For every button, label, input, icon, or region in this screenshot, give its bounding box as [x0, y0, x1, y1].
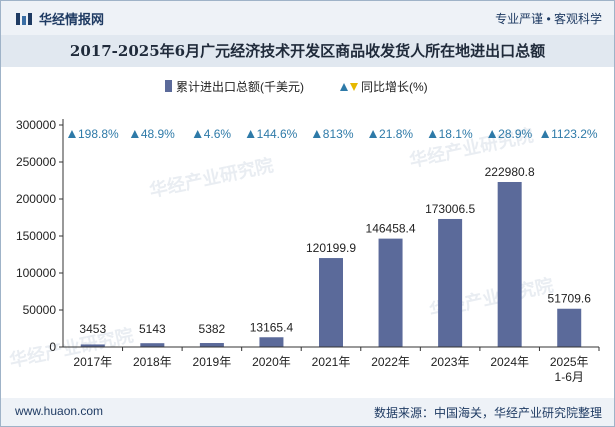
- x-tick-label: 2024年: [490, 355, 529, 369]
- bar-series: [80, 181, 582, 347]
- bar-value-label: 51709.6: [548, 292, 592, 306]
- bar: [557, 308, 582, 347]
- y-tick-label: 100000: [16, 266, 56, 280]
- slogan: 专业严谨 • 客观科学: [495, 12, 602, 26]
- growth-value-label: 18.1%: [439, 127, 473, 141]
- legend-bar-swatch: [165, 80, 172, 92]
- bar: [378, 238, 403, 347]
- bar-value-labels: 3453 5143 5382 13165.4 120199.9 146458.4 17300…: [79, 165, 591, 336]
- bar: [80, 344, 105, 347]
- bar-value-label: 5382: [199, 322, 226, 336]
- y-tick-label: 200000: [16, 192, 56, 206]
- x-tick-label: 2019年: [193, 355, 232, 369]
- bar: [438, 218, 463, 347]
- y-tick-label: 300000: [16, 118, 56, 132]
- bar: [140, 343, 165, 347]
- footer-source: 数据来源：中国海关，华经产业研究院整理: [373, 406, 602, 420]
- bar: [259, 337, 284, 347]
- bar: [497, 181, 522, 347]
- growth-value-label: 1123.2%: [551, 127, 598, 141]
- chart-title: 2017-2025年6月广元经济技术开发区商品收发货人所在地进出口总额: [1, 35, 614, 67]
- y-tick-label: 50000: [23, 303, 57, 317]
- x-tick-label: 2021年: [312, 355, 351, 369]
- y-tick-label: 0: [49, 340, 56, 354]
- bar-value-label: 222980.8: [485, 165, 535, 179]
- legend-bar-label: 累计进出口总额(千美元): [176, 80, 304, 94]
- x-tick-label: 2017年: [73, 355, 112, 369]
- bar: [319, 258, 343, 347]
- growth-series: 198.8% 48.9% 4.6% 144.6% 813% 21.8% 18.1% 28.9%…: [67, 127, 598, 141]
- growth-value-label: 144.6%: [257, 127, 298, 141]
- bar-value-label: 5143: [139, 322, 166, 336]
- header-bar: 华经情报网 专业严谨 • 客观科学: [1, 1, 614, 35]
- growth-value-label: 198.8%: [78, 127, 119, 141]
- bar-value-label: 13165.4: [250, 320, 294, 334]
- growth-value-label: 48.9%: [141, 127, 175, 141]
- legend: 累计进出口总额(千美元) 同比增长(%): [165, 80, 428, 94]
- growth-up-marker: [130, 130, 139, 138]
- brand-name: 华经情报网: [39, 12, 105, 27]
- growth-value-label: 4.6%: [204, 127, 232, 141]
- growth-up-marker: [428, 130, 437, 138]
- growth-up-marker: [67, 130, 76, 138]
- x-tick-label: 2025年: [550, 355, 589, 369]
- legend-growth-down-icon: [350, 83, 358, 91]
- growth-up-marker: [488, 130, 497, 138]
- x-tick-label: 2023年: [431, 355, 470, 369]
- y-tick-label: 250000: [16, 155, 56, 169]
- footer-website: www.huaon.com: [15, 404, 104, 418]
- y-axis: 0 50000 100000 150000 200000 250000 300000: [16, 118, 64, 354]
- brand-logo-icon: [16, 12, 32, 25]
- watermark-text: 华经产业研究院: [147, 154, 275, 201]
- growth-value-label: 21.8%: [379, 127, 413, 141]
- watermark-text: 华经产业研究院: [7, 324, 135, 371]
- bar-value-label: 173006.5: [425, 202, 475, 216]
- growth-up-marker: [541, 130, 550, 138]
- growth-up-marker: [369, 130, 378, 138]
- x-tick-label: 2018年: [133, 355, 172, 369]
- growth-value-label: 28.9%: [498, 127, 532, 141]
- x-tick-label: 2022年: [371, 355, 410, 369]
- bar: [199, 343, 224, 347]
- growth-up-marker: [246, 130, 255, 138]
- bar-value-label: 120199.9: [306, 241, 356, 255]
- legend-growth-label: 同比增长(%): [361, 80, 428, 94]
- x-tick-label: 2020年: [252, 355, 291, 369]
- growth-up-marker: [312, 130, 321, 138]
- brand: 华经情报网: [15, 9, 104, 28]
- growth-up-marker: [193, 130, 202, 138]
- y-tick-label: 150000: [16, 229, 56, 243]
- x-axis: 2017年 2018年 2019年 2020年 2021年 2022年 2023年 2024年…: [63, 346, 600, 384]
- legend-growth-up-icon: [340, 83, 348, 91]
- growth-value-label: 813%: [323, 127, 354, 141]
- x-tick-label: 1-6月: [555, 370, 584, 384]
- bar-value-label: 3453: [79, 322, 106, 336]
- bar-value-label: 146458.4: [366, 222, 416, 236]
- footer-bar: www.huaon.com 数据来源：中国海关，华经产业研究院整理: [1, 398, 614, 426]
